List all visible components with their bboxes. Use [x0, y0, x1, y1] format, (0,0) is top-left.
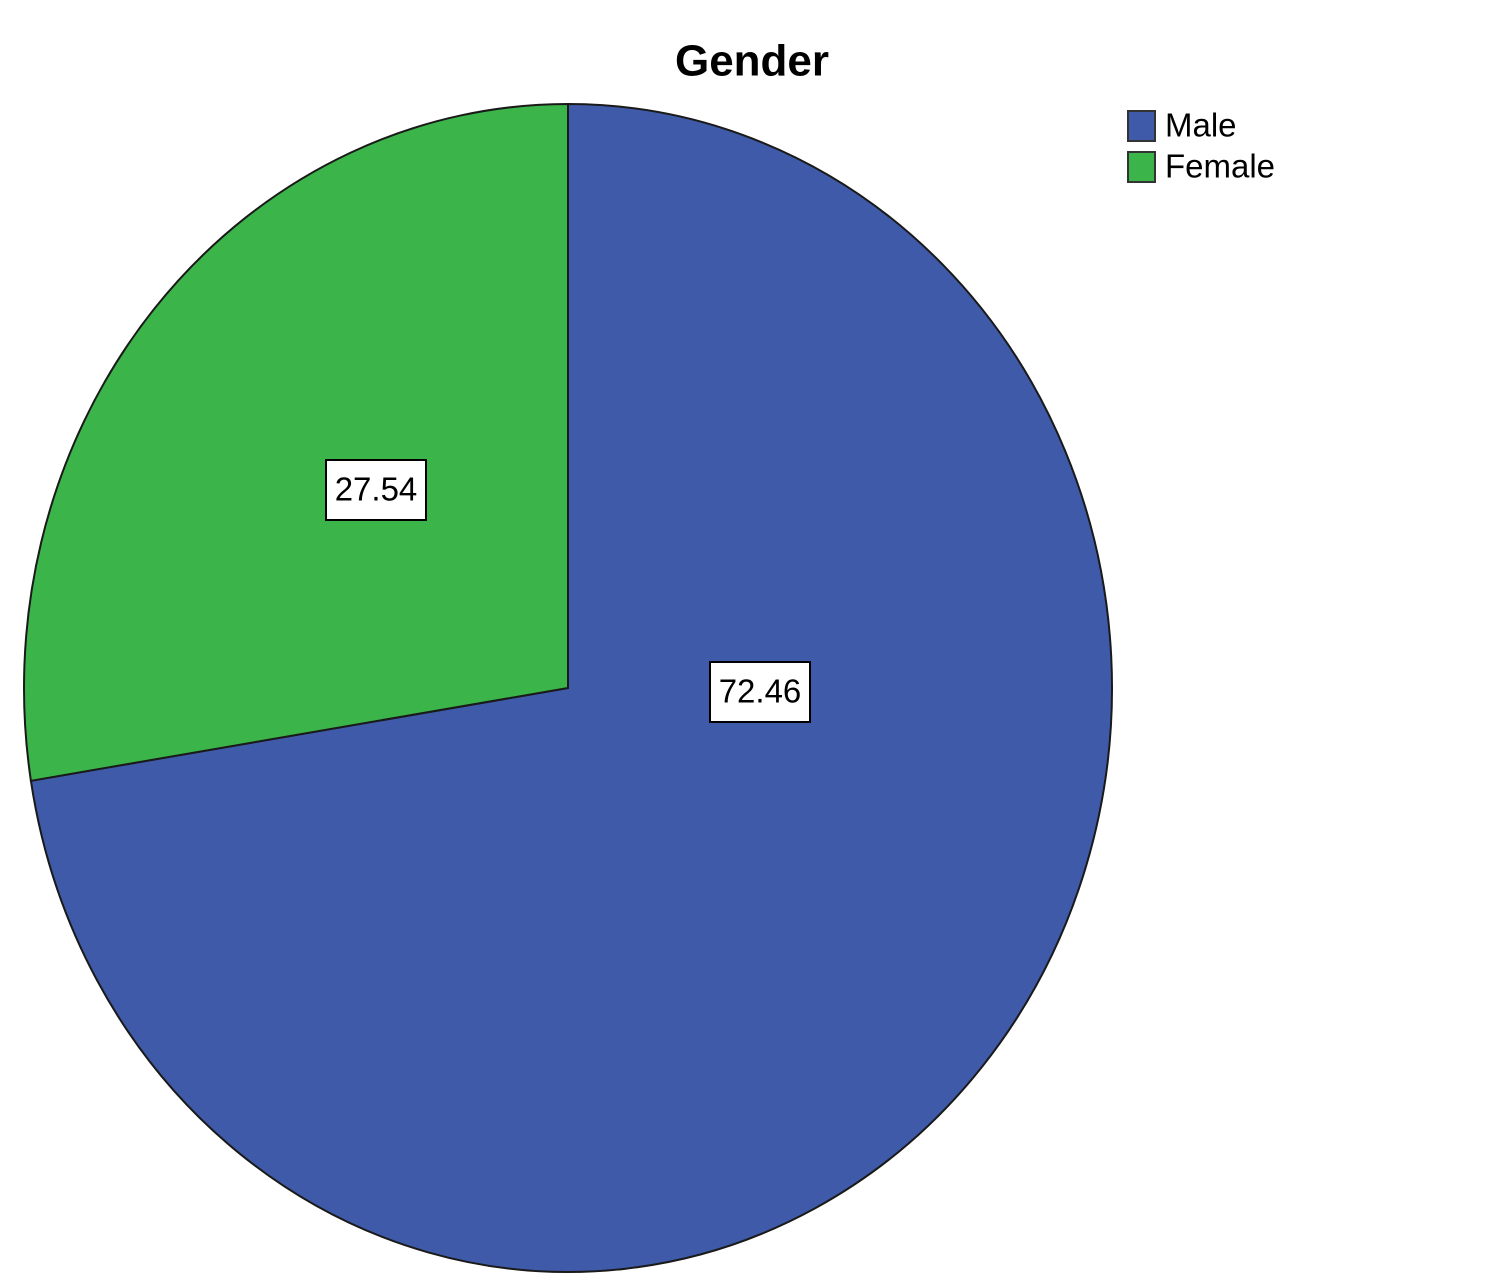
legend-swatch: [1127, 110, 1156, 142]
value-label: 27.54: [335, 471, 418, 508]
value-label: 72.46: [719, 673, 802, 710]
value-label-box: [709, 661, 811, 723]
pie-slice: [29, 102, 1113, 1273]
legend-label: Male: [1165, 107, 1237, 144]
value-label-box: [325, 459, 427, 521]
chart-title: Gender: [675, 37, 829, 86]
legend-swatch: [1127, 151, 1156, 183]
pie-slice: [23, 102, 569, 782]
legend-label: Female: [1165, 148, 1275, 185]
